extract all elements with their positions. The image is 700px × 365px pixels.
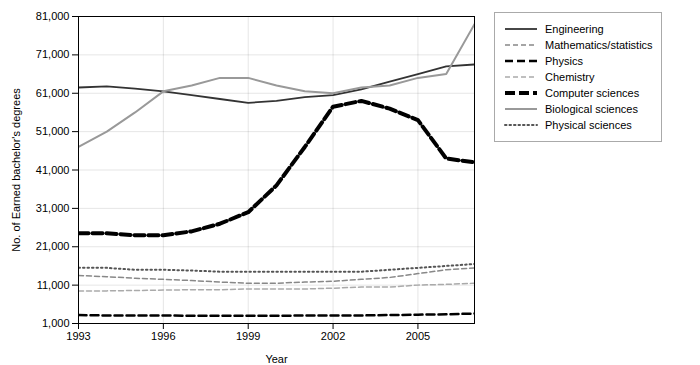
svg-text:1993: 1993: [66, 330, 90, 342]
html-text:Computer sciences: Computer sciences: [545, 87, 640, 99]
svg-text:2005: 2005: [406, 330, 430, 342]
svg-text:21,000: 21,000: [36, 240, 70, 252]
svg-text:41,000: 41,000: [36, 164, 70, 176]
svg-text:11,000: 11,000: [37, 279, 70, 291]
svg-text:1999: 1999: [236, 330, 260, 342]
html-text:Biological sciences: Biological sciences: [545, 103, 638, 115]
svg-text:Year: Year: [265, 353, 288, 365]
svg-text:31,000: 31,000: [36, 202, 70, 214]
html-text:Chemistry: Chemistry: [545, 71, 595, 83]
html-text:Mathematics/statistics: Mathematics/statistics: [545, 39, 653, 51]
html-text:Physics: Physics: [545, 55, 583, 67]
svg-text:81,000: 81,000: [36, 10, 70, 22]
svg-text:61,000: 61,000: [36, 87, 70, 99]
svg-text:1,000: 1,000: [42, 317, 70, 329]
svg-text:71,000: 71,000: [36, 48, 70, 60]
svg-text:51,000: 51,000: [36, 125, 70, 137]
html-text:Physical sciences: Physical sciences: [545, 119, 632, 131]
svg-text:1996: 1996: [151, 330, 175, 342]
html-text:Engineering: Engineering: [545, 23, 604, 35]
svg-text:No. of Earned bachelor's degre: No. of Earned bachelor's degrees: [10, 88, 22, 252]
svg-text:2002: 2002: [321, 330, 345, 342]
